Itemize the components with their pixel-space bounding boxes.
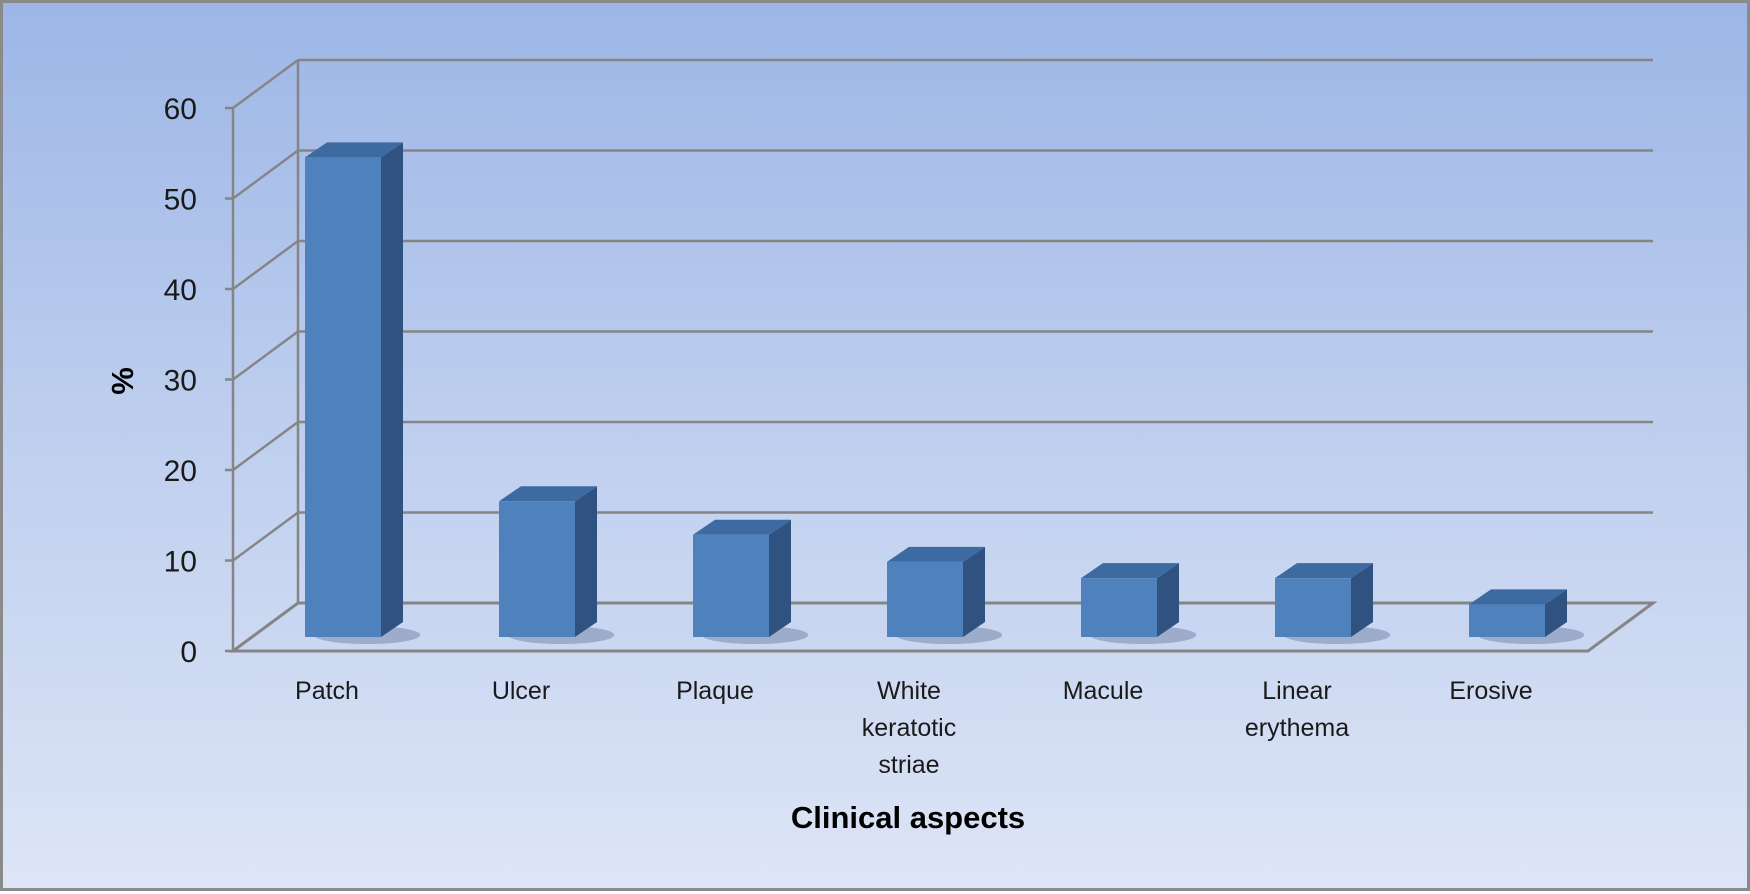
bar-macule bbox=[1081, 563, 1197, 644]
bar-front bbox=[1275, 578, 1351, 637]
bar-top bbox=[305, 142, 403, 158]
bar-chart: 0 10 20 30 40 50 60 Patch Ulcer Plaque White kerat… bbox=[105, 58, 1658, 835]
bar-front bbox=[305, 157, 381, 637]
y-tick-label: 20 bbox=[164, 455, 197, 488]
x-category-label: Ulcer bbox=[492, 677, 550, 705]
bar-side bbox=[1351, 563, 1373, 637]
side-gridline bbox=[232, 58, 299, 110]
bar-side bbox=[575, 486, 597, 637]
bar-side bbox=[963, 546, 985, 637]
bar-erosive bbox=[1469, 589, 1585, 644]
bar-patch bbox=[305, 142, 421, 644]
x-category-label: Patch bbox=[295, 677, 359, 705]
bars bbox=[305, 142, 1585, 644]
bar-top bbox=[1275, 563, 1373, 579]
y-tick-label: 10 bbox=[164, 546, 197, 579]
bar-top bbox=[499, 486, 597, 502]
y-axis-title: % bbox=[105, 367, 140, 395]
bar-top bbox=[887, 546, 985, 562]
bar-ulcer bbox=[499, 486, 615, 644]
bar-white-keratotic-striae bbox=[887, 546, 1003, 644]
bar-front bbox=[693, 534, 769, 637]
bar-front bbox=[499, 501, 575, 637]
side-gridline bbox=[232, 239, 299, 291]
x-category-label: Linear erythema bbox=[1245, 677, 1349, 742]
bar-front bbox=[887, 561, 963, 637]
y-tick-label: 60 bbox=[164, 93, 197, 126]
x-category-label: White keratotic striae bbox=[862, 677, 956, 779]
side-gridline bbox=[232, 330, 299, 381]
side-gridline bbox=[232, 149, 299, 200]
y-tick-label: 0 bbox=[180, 636, 197, 669]
gridlines bbox=[225, 58, 1653, 653]
y-axis-ticks: 0 10 20 30 40 50 60 bbox=[164, 93, 197, 669]
x-category-label: Macule bbox=[1063, 677, 1144, 705]
bar-front bbox=[1081, 578, 1157, 637]
bar-top bbox=[1469, 589, 1567, 605]
bar-top bbox=[693, 519, 791, 535]
x-axis-categories: Patch Ulcer Plaque White keratotic striae Macu… bbox=[295, 677, 1533, 779]
bar-front bbox=[1469, 604, 1545, 637]
bar-top bbox=[1081, 563, 1179, 579]
y-tick-label: 30 bbox=[164, 365, 197, 398]
bar-side bbox=[1157, 563, 1179, 637]
x-category-label: Erosive bbox=[1449, 677, 1532, 705]
x-axis-title: Clinical aspects bbox=[791, 800, 1025, 835]
y-tick-label: 50 bbox=[164, 184, 197, 217]
bar-side bbox=[1545, 589, 1567, 637]
bar-plaque bbox=[693, 519, 809, 644]
side-gridline bbox=[232, 511, 299, 562]
bar-linear-erythema bbox=[1275, 563, 1391, 644]
y-tick-label: 40 bbox=[164, 274, 197, 307]
side-gridline bbox=[232, 601, 299, 653]
bar-side bbox=[769, 519, 791, 637]
x-category-label: Plaque bbox=[676, 677, 754, 705]
side-gridline bbox=[232, 420, 299, 472]
bar-side bbox=[381, 142, 403, 637]
